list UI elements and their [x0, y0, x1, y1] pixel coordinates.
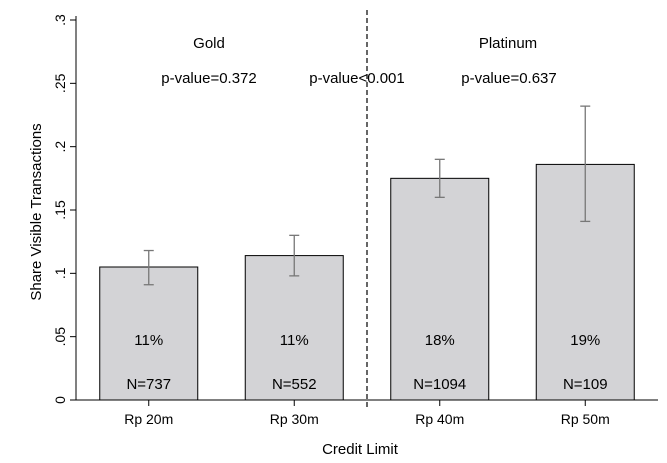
x-tick-label: Rp 50m	[561, 411, 610, 427]
y-tick-label: .25	[52, 73, 68, 93]
y-tick-label: .15	[52, 200, 68, 220]
group-label-gold: Gold	[193, 35, 225, 52]
bar-n-label: N=737	[126, 376, 171, 393]
y-tick-label: .1	[52, 267, 68, 279]
bar-n-label: N=552	[272, 376, 317, 393]
group-label-platinum: Platinum	[479, 35, 537, 52]
p-value-middle: p-value<0.001	[309, 70, 405, 87]
p-value-platinum: p-value=0.637	[461, 70, 557, 87]
x-axis: Rp 20m Rp 30m Rp 40m Rp 50m	[76, 399, 658, 427]
x-tick-label: Rp 30m	[270, 411, 319, 427]
y-tick-label: .3	[52, 14, 68, 26]
y-axis: 0 .05 .1 .15 .2 .25 .3	[52, 14, 77, 404]
bar-n-label: N=109	[563, 376, 608, 393]
bar	[244, 255, 344, 401]
p-value-gold: p-value=0.372	[161, 70, 257, 87]
y-tick-label: .2	[52, 141, 68, 153]
bar-n-label: N=1094	[413, 376, 466, 393]
y-tick-label: 0	[52, 396, 68, 404]
y-axis-title: Share Visible Transactions	[28, 123, 45, 300]
bar-percent-label: 11%	[134, 332, 163, 349]
bar	[390, 177, 490, 401]
bar-percent-label: 18%	[425, 332, 455, 349]
bar	[99, 266, 199, 401]
bar-percent-label: 11%	[280, 332, 309, 349]
x-tick-label: Rp 40m	[415, 411, 464, 427]
x-axis-title: Credit Limit	[322, 441, 399, 458]
bar-percent-label: 19%	[570, 332, 600, 349]
x-tick-label: Rp 20m	[124, 411, 173, 427]
y-tick-label: .05	[52, 327, 68, 347]
bars: 11% N=737 11% N=552 18% N=1094 19% N=109	[99, 105, 635, 401]
